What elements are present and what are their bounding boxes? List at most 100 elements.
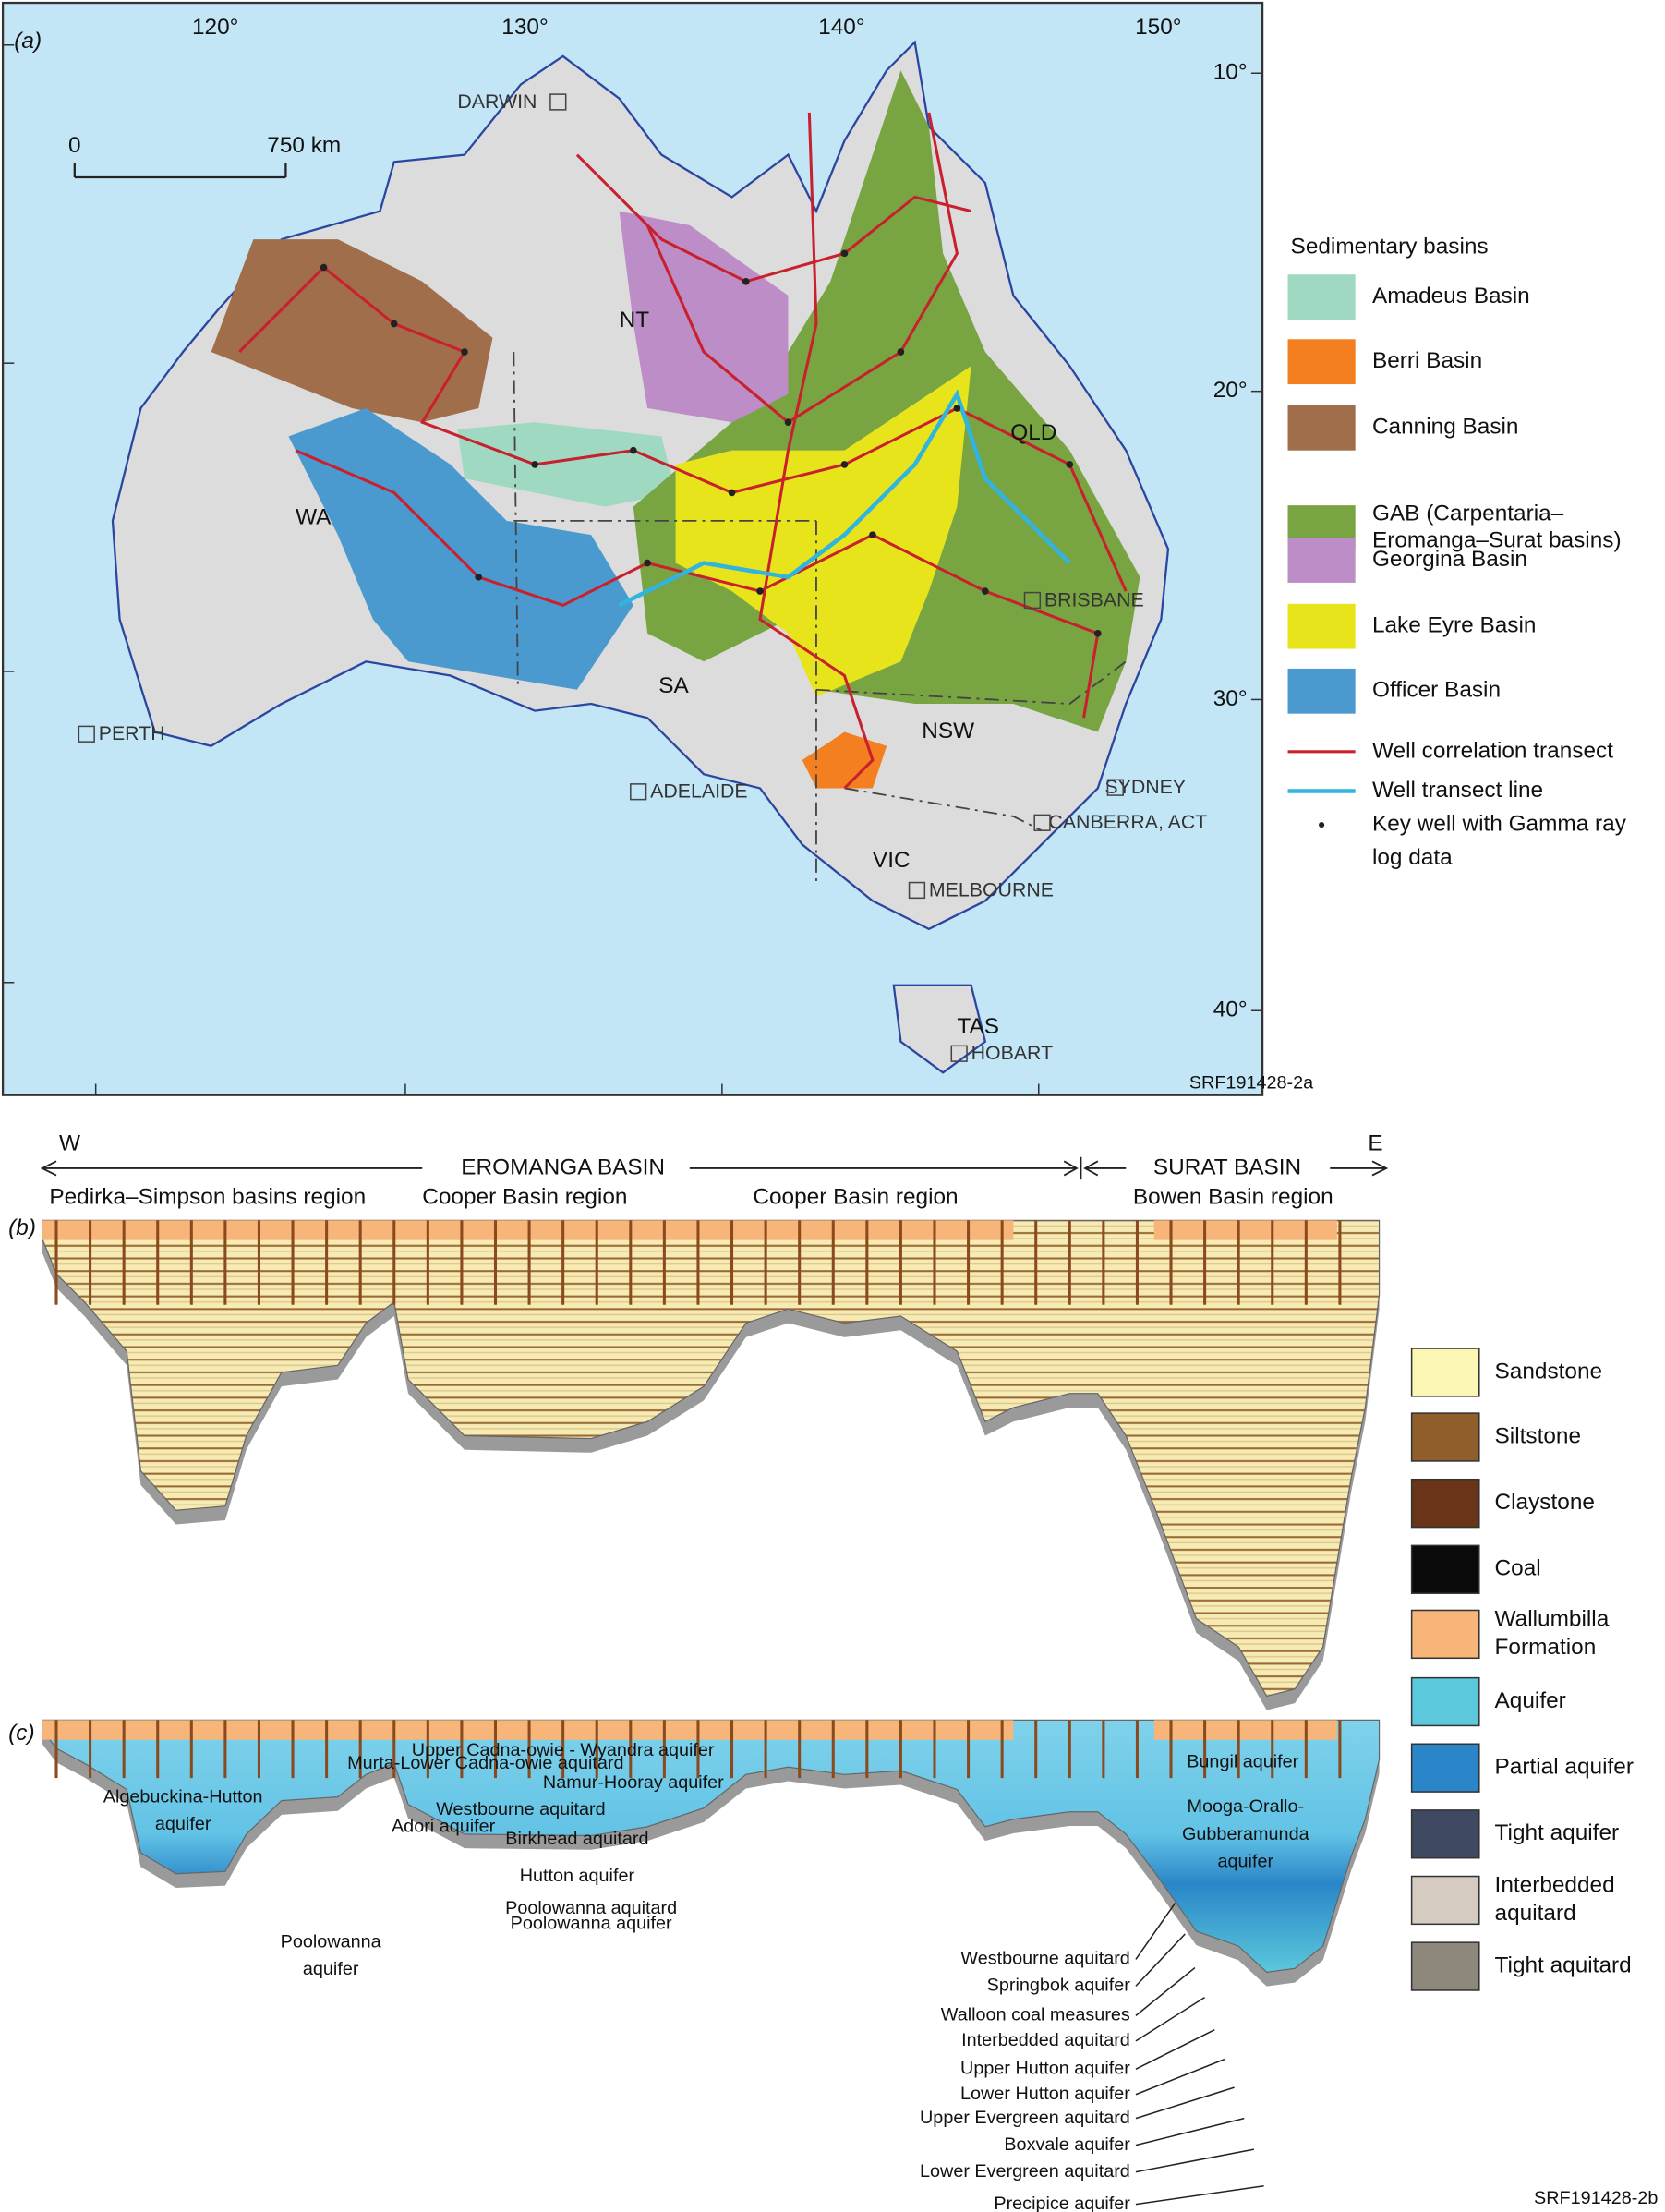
place-label: VIC — [873, 848, 911, 873]
legend-swatch — [1410, 1412, 1480, 1462]
scale-label: 0 — [68, 133, 81, 158]
leader-line — [1135, 2058, 1225, 2096]
leader-label: Walloon coal measures — [941, 2005, 1130, 2025]
unit-label: Gubberamunda — [1182, 1824, 1310, 1844]
legend-label: Georgina Basin — [1372, 547, 1527, 572]
unit-label: Algebuckina-Hutton — [103, 1786, 263, 1807]
leader-line — [1135, 1996, 1206, 2042]
city-marker — [549, 93, 567, 111]
place-label: HOBART — [971, 1042, 1054, 1064]
legend-label: aquitard — [1495, 1901, 1576, 1926]
wallumbilla-band — [1153, 1220, 1337, 1240]
direction-label: W — [59, 1130, 80, 1155]
unit-label: Adori aquifer — [392, 1816, 496, 1836]
key-wells — [320, 249, 1102, 637]
longitude-label: 150° — [1135, 15, 1181, 40]
leader-line — [1135, 1903, 1176, 1960]
unit-label: Poolowanna aquitard — [505, 1898, 677, 1918]
latitude-label: 40° — [1213, 997, 1248, 1022]
scale-label: 750 km — [267, 133, 341, 158]
legend-label: GAB (Carpentaria– — [1372, 501, 1564, 526]
latitude-label: 10° — [1213, 60, 1248, 85]
leader-label: Boxvale aquifer — [1004, 2134, 1130, 2155]
latitude-label: 20° — [1213, 378, 1248, 403]
leader-label: Precipice aquifer — [994, 2194, 1130, 2212]
city-marker — [908, 881, 926, 900]
leader-line — [1135, 1933, 1186, 1987]
cross-sections — [42, 1219, 1381, 1987]
legend-swatch — [1287, 274, 1356, 320]
state-borders — [513, 351, 1127, 888]
legend-title: Sedimentary basins — [1291, 235, 1489, 260]
place-label: PERTH — [99, 722, 165, 744]
leader-label: Interbedded aquitard — [961, 2030, 1130, 2050]
leader-label: Upper Hutton aquifer — [960, 2059, 1130, 2079]
leader-label: Springbok aquifer — [987, 1976, 1131, 1996]
legend-label: Aquifer — [1495, 1688, 1566, 1713]
legend-swatch — [1410, 1348, 1480, 1397]
leader-line — [1135, 2185, 1264, 2206]
legend-label: Key well with Gamma ray — [1372, 812, 1627, 837]
latitude-label: 30° — [1213, 686, 1248, 711]
lake-eyre-basin — [675, 366, 971, 697]
legend-label: Interbedded — [1495, 1873, 1615, 1898]
legend-label: Eromanga–Surat basins) — [1372, 527, 1622, 552]
section-arrows — [40, 1156, 1389, 1180]
legend-label: Lake Eyre Basin — [1372, 613, 1537, 638]
legend-swatch — [1410, 1609, 1480, 1660]
leader-line — [1135, 2148, 1255, 2173]
transects — [238, 112, 1128, 790]
unit-label: Birkhead aquitard — [505, 1829, 648, 1849]
scale-bar — [73, 163, 287, 179]
leader-line — [1135, 1966, 1196, 2016]
leader-label: Westbourne aquitard — [960, 1949, 1129, 1969]
unit-label: Westbourne aquitard — [436, 1799, 605, 1819]
place-label: ADELAIDE — [650, 780, 747, 803]
canning-basin — [211, 239, 493, 423]
longitude-label: 120° — [192, 15, 238, 40]
longitude-label: 140° — [818, 15, 864, 40]
legend-swatch — [1410, 1875, 1480, 1926]
legend-label: Claystone — [1495, 1490, 1595, 1515]
legend-swatch — [1410, 1676, 1480, 1727]
legend-swatch — [1287, 538, 1356, 583]
amadeus-basin — [457, 422, 676, 507]
basin-label: SURAT BASIN — [1153, 1154, 1301, 1179]
city-marker — [1033, 814, 1051, 831]
legend-label: Tight aquitard — [1495, 1952, 1632, 1977]
unit-label: Bungil aquifer — [1187, 1751, 1298, 1771]
unit-label: Poolowanna aquifer — [511, 1914, 672, 1934]
place-label: CANBERRA, ACT — [1048, 811, 1207, 833]
legend-dot — [1319, 822, 1325, 828]
legend-swatch — [1410, 1941, 1480, 1991]
legend-label: Berri Basin — [1372, 348, 1482, 373]
figure-code: SRF191428-2a — [1189, 1073, 1314, 1094]
place-label: TAS — [957, 1014, 999, 1039]
basin-label: EROMANGA BASIN — [461, 1154, 665, 1179]
legend-swatch — [1410, 1743, 1480, 1793]
panel-label: (c) — [8, 1721, 34, 1746]
officer-basin — [288, 407, 633, 690]
region-label: Pedirka–Simpson basins region — [49, 1184, 366, 1209]
legend-label: Siltstone — [1495, 1423, 1582, 1448]
unit-label: aquifer — [1218, 1852, 1274, 1872]
unit-label: aquifer — [303, 1959, 359, 1979]
unit-label: Hutton aquifer — [520, 1866, 635, 1886]
legend-label: Formation — [1495, 1635, 1597, 1660]
unit-label: aquifer — [155, 1814, 211, 1834]
panel-label: (b) — [8, 1215, 36, 1240]
figure-code: SRF191428-2b — [1534, 2188, 1658, 2208]
berri-basin — [802, 731, 887, 789]
region-label: Cooper Basin region — [753, 1184, 958, 1209]
legend-swatch — [1287, 339, 1356, 385]
legend-label: Sandstone — [1495, 1359, 1603, 1384]
city-marker — [1023, 591, 1042, 610]
city-marker — [78, 725, 95, 743]
legend-label: Amadeus Basin — [1372, 284, 1530, 308]
legend-swatch — [1287, 668, 1356, 714]
city-marker — [630, 783, 647, 801]
leader-label: Upper Evergreen aquitard — [920, 2108, 1130, 2128]
place-label: WA — [296, 504, 332, 529]
wallumbilla-band — [1153, 1720, 1337, 1740]
legend-label: Coal — [1495, 1556, 1541, 1581]
